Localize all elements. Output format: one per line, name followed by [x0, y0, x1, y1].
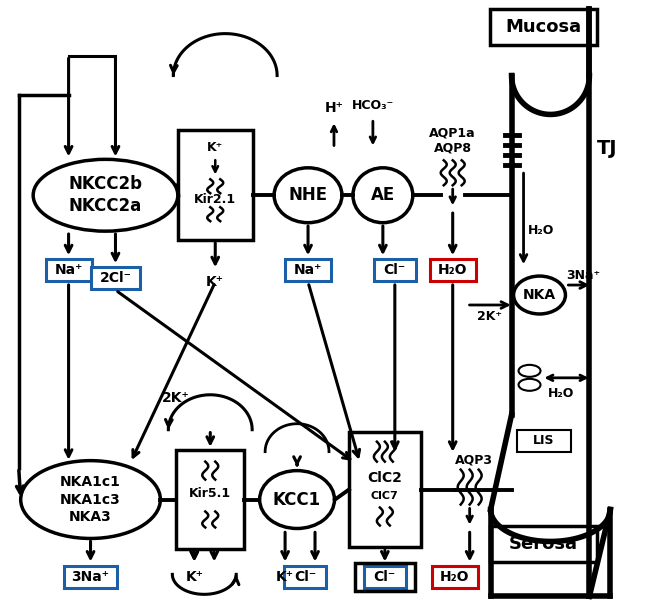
Text: TJ: TJ: [597, 139, 618, 158]
Text: 2K⁺: 2K⁺: [162, 391, 189, 405]
Text: AE: AE: [371, 186, 395, 204]
Text: H₂O: H₂O: [529, 224, 554, 237]
Ellipse shape: [518, 379, 540, 391]
Text: LIS: LIS: [532, 434, 554, 447]
Text: K⁺: K⁺: [276, 570, 294, 584]
Text: Na⁺: Na⁺: [54, 263, 83, 277]
Bar: [284, 567, 326, 588]
Text: K⁺: K⁺: [185, 570, 203, 584]
Bar: [374, 259, 416, 281]
Bar: [490, 8, 597, 45]
Text: Kir5.1: Kir5.1: [189, 487, 232, 500]
Text: NKCC2b
NKCC2a: NKCC2b NKCC2a: [69, 175, 142, 215]
Text: H₂O: H₂O: [438, 263, 467, 277]
Bar: [178, 130, 253, 240]
Text: 2K⁺: 2K⁺: [477, 310, 502, 324]
Text: NHE: NHE: [289, 186, 327, 204]
Bar: [490, 527, 597, 562]
Text: H₂O: H₂O: [440, 570, 470, 584]
Text: HCO₃⁻: HCO₃⁻: [352, 99, 394, 112]
Text: 3Na⁺: 3Na⁺: [566, 268, 600, 282]
Bar: [46, 259, 91, 281]
Text: Na⁺: Na⁺: [294, 263, 322, 277]
Ellipse shape: [514, 276, 565, 314]
Text: 3Na⁺: 3Na⁺: [72, 570, 109, 584]
Text: ClC2: ClC2: [367, 471, 402, 485]
Text: Cl⁻: Cl⁻: [384, 263, 406, 277]
Text: Serosa: Serosa: [509, 536, 578, 553]
Ellipse shape: [353, 168, 413, 222]
Text: Cl⁻: Cl⁻: [294, 570, 316, 584]
Bar: [432, 567, 477, 588]
Text: AQP1a
AQP8: AQP1a AQP8: [430, 127, 476, 155]
Text: Mucosa: Mucosa: [505, 18, 582, 36]
Bar: [364, 567, 406, 588]
Text: NKA: NKA: [523, 288, 556, 302]
Text: ClC7: ClC7: [371, 491, 399, 501]
Bar: [63, 567, 118, 588]
Ellipse shape: [274, 168, 342, 222]
Ellipse shape: [259, 471, 334, 528]
Bar: [355, 564, 415, 591]
Text: NKA1c1
NKA1c3
NKA3: NKA1c1 NKA1c3 NKA3: [60, 475, 121, 524]
Ellipse shape: [518, 365, 540, 377]
Text: K⁺: K⁺: [206, 275, 225, 289]
Bar: [349, 432, 421, 547]
Text: Kir2.1: Kir2.1: [194, 193, 236, 206]
Text: H⁺: H⁺: [325, 101, 344, 116]
Text: Cl⁻: Cl⁻: [374, 570, 396, 584]
Text: AQP3: AQP3: [455, 453, 493, 466]
Text: K⁺: K⁺: [207, 141, 223, 154]
Bar: [177, 450, 244, 550]
Bar: [285, 259, 331, 281]
Bar: [91, 267, 140, 289]
Text: KCC1: KCC1: [273, 490, 321, 508]
Text: H₂O: H₂O: [548, 387, 575, 401]
Bar: [430, 259, 476, 281]
Ellipse shape: [33, 159, 178, 231]
Ellipse shape: [21, 461, 160, 539]
Bar: [516, 430, 571, 451]
Text: 2Cl⁻: 2Cl⁻: [100, 271, 131, 285]
